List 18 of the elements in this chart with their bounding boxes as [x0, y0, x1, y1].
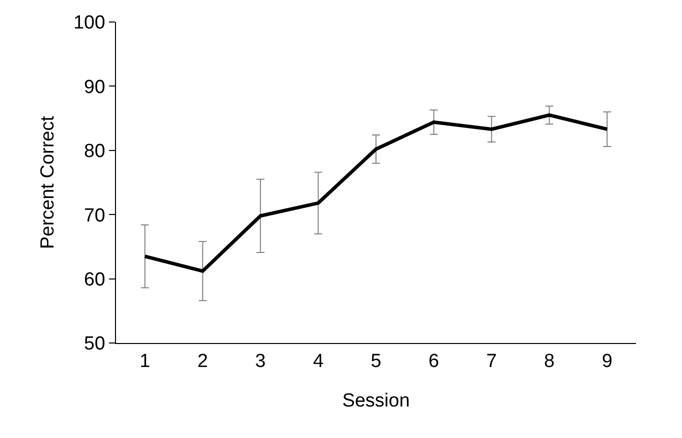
y-tick-label: 60: [84, 269, 106, 290]
y-tick-label: 70: [84, 205, 106, 226]
x-tick-label: 9: [602, 350, 612, 372]
x-tick-label: 5: [370, 350, 382, 372]
line-series: [143, 113, 609, 273]
x-tick-label: 8: [544, 350, 555, 372]
x-tick-label: 4: [312, 350, 324, 372]
y-tick-label: 100: [73, 12, 106, 34]
x-tick-label: 6: [428, 350, 440, 372]
x-axis-title: Session: [342, 390, 410, 412]
y-tick-label: 50: [84, 334, 106, 355]
x-tick-label: 2: [197, 350, 208, 372]
y-tick-label: 90: [84, 76, 106, 98]
x-tick-label: 7: [486, 350, 497, 372]
y-tick-label: 80: [84, 141, 106, 162]
x-tick-label: 3: [255, 350, 266, 372]
x-tick-label: 1: [140, 350, 150, 372]
y-axis-title: Percent Correct: [37, 115, 58, 250]
